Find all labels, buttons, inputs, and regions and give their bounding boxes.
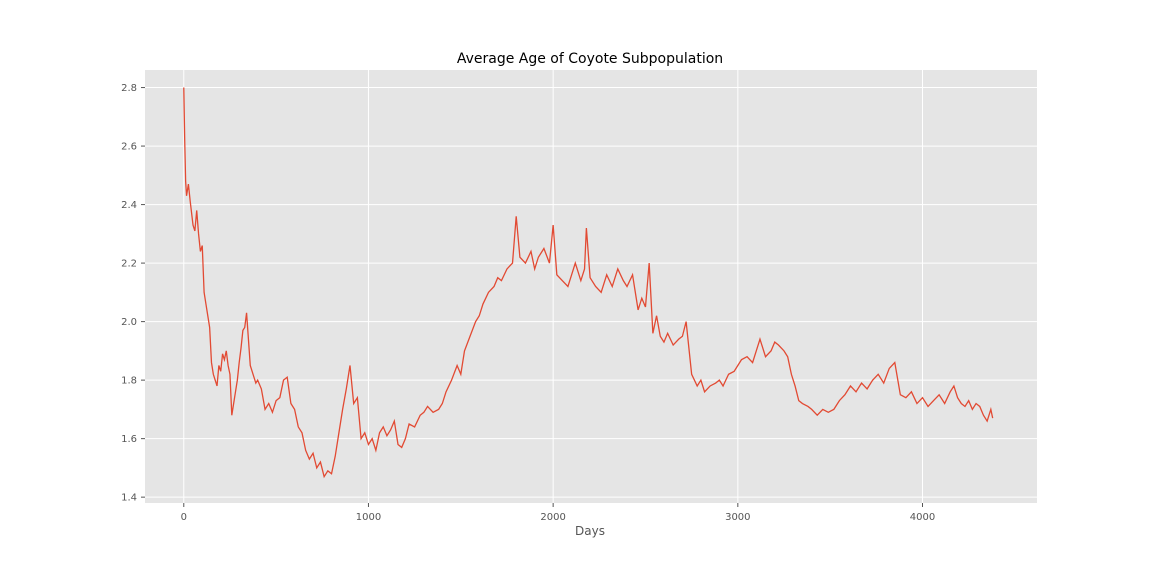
y-tick-label: 2.4	[121, 200, 137, 211]
chart-title: Average Age of Coyote Subpopulation	[457, 51, 723, 67]
plot-area	[145, 70, 1037, 503]
y-tick-label: 2.0	[121, 317, 137, 328]
y-tick-label: 2.2	[121, 259, 137, 270]
series-line-average-age	[183, 87, 994, 479]
y-tick-label: 1.6	[121, 434, 137, 445]
x-tick-label: 0	[181, 512, 187, 523]
y-tick-label: 2.6	[121, 142, 137, 153]
y-gridlines	[145, 87, 1037, 498]
x-axis-ticks: 0 1000 2000 3000 4000	[181, 503, 935, 523]
x-gridlines	[183, 70, 923, 503]
x-tick-label: 4000	[910, 512, 935, 523]
y-tick-label: 1.8	[121, 376, 137, 387]
x-tick-label: 2000	[540, 512, 565, 523]
x-axis-label: Days	[575, 524, 605, 538]
y-tick-label: 1.4	[121, 493, 137, 504]
y-axis-ticks: 1.4 1.6 1.8 2.0 2.2 2.4 2.6 2.8	[121, 83, 145, 504]
y-tick-label: 2.8	[121, 83, 137, 94]
x-tick-label: 1000	[356, 512, 381, 523]
x-tick-label: 3000	[725, 512, 750, 523]
